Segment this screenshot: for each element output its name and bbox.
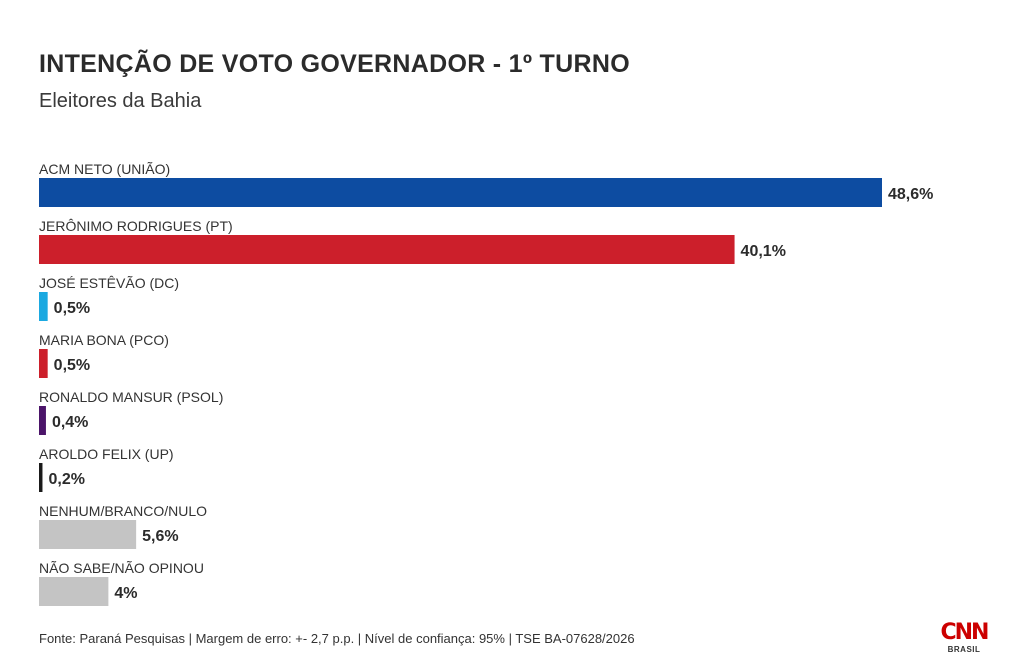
category-label: NENHUM/BRANCO/NULO [39,503,207,519]
value-label: 0,2% [48,471,84,488]
value-label: 48,6% [888,186,933,203]
cnn-brasil-logo: CNN BRASIL [938,620,990,658]
chart-subtitle: Eleitores da Bahia [39,90,202,112]
bar [39,463,43,492]
category-label: ACM NETO (UNIÃO) [39,161,170,177]
category-label: JERÔNIMO RODRIGUES (PT) [39,218,233,234]
category-label: AROLDO FELIX (UP) [39,446,174,462]
bar [39,406,46,435]
logo-wordmark: CNN [940,620,990,645]
bar [39,577,109,606]
chart-title: INTENÇÃO DE VOTO GOVERNADOR - 1º TURNO [39,50,630,78]
category-label: NÃO SABE/NÃO OPINOU [39,560,204,576]
bar [39,349,48,378]
bar [39,178,882,207]
category-label: MARIA BONA (PCO) [39,332,169,348]
value-label: 5,6% [142,528,178,545]
category-label: JOSÉ ESTÊVÃO (DC) [39,275,179,291]
source-footer: Fonte: Paraná Pesquisas | Margem de erro… [39,631,635,646]
value-label: 0,5% [54,300,90,317]
bar [39,292,48,321]
logo-subtext: BRASIL [947,645,981,654]
bar [39,520,137,549]
category-label: RONALDO MANSUR (PSOL) [39,389,223,405]
value-label: 40,1% [741,243,786,260]
value-label: 0,4% [52,414,88,431]
bar [39,235,735,264]
value-label: 0,5% [54,357,90,374]
value-label: 4% [114,585,137,602]
